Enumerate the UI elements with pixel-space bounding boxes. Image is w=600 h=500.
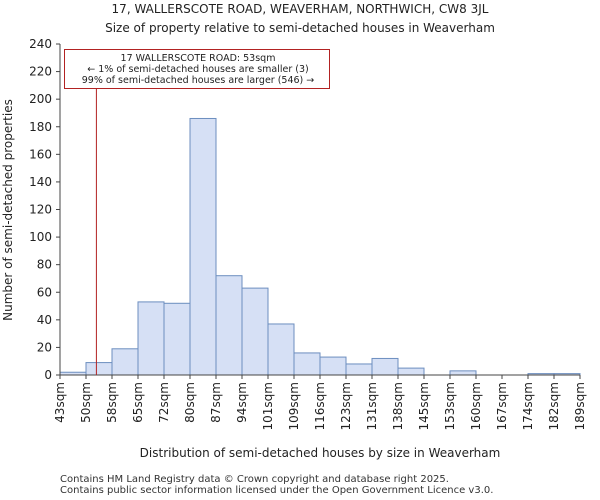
y-tick-label-100: 100 — [29, 230, 52, 244]
x-tick-label-13: 138sqm — [391, 382, 405, 430]
axes-layer: 0 20 40 60 80 100 120 140 160 180 200 220 240 43sqm 50… — [29, 37, 587, 430]
bar-2 — [111, 348, 139, 376]
y-tick-label-220: 220 — [29, 65, 52, 79]
bar-9 — [293, 352, 321, 376]
chart-title: 17, WALLERSCOTE ROAD, WEAVERHAM, NORTHWI… — [111, 2, 489, 16]
x-tick-label-17: 167sqm — [495, 382, 509, 430]
x-tick-label-9: 109sqm — [287, 382, 301, 430]
footer-line-1: Contains HM Land Registry data © Crown c… — [60, 474, 449, 485]
y-axis-label-text: Number of semi-detached properties — [1, 99, 15, 321]
bar-6 — [215, 275, 243, 376]
y-tick-label-20: 20 — [37, 340, 52, 354]
x-tick-label-7: 94sqm — [235, 382, 249, 423]
y-tick-label-180: 180 — [29, 120, 52, 134]
bar-13 — [397, 367, 425, 376]
x-tick-label-18: 174sqm — [521, 382, 535, 430]
bar-11 — [345, 363, 373, 376]
bar-3 — [137, 301, 165, 376]
x-tick-label-0: 43sqm — [53, 382, 67, 423]
bar-5 — [189, 117, 217, 376]
bar-4 — [163, 302, 191, 376]
bar-8 — [267, 323, 295, 376]
x-tick-label-11: 123sqm — [339, 382, 353, 430]
y-tick-label-60: 60 — [37, 285, 52, 299]
y-tick-label-240: 240 — [29, 37, 52, 51]
footer-line-2: Contains public sector information licen… — [60, 485, 494, 496]
bar-12 — [371, 357, 399, 376]
x-tick-label-20: 189sqm — [573, 382, 587, 430]
y-tick-label-80: 80 — [37, 258, 52, 272]
marker-annotation: 17 WALLERSCOTE ROAD: 53sqm ← 1% of semi-… — [64, 49, 330, 89]
bar-1 — [85, 362, 113, 376]
x-axis-label: Distribution of semi-detached houses by … — [139, 446, 501, 460]
x-tick-label-8: 101sqm — [261, 382, 275, 430]
y-tick-label-0: 0 — [44, 368, 52, 382]
y-tick-label-140: 140 — [29, 175, 52, 189]
x-tick-label-3: 65sqm — [131, 382, 145, 423]
x-tick-label-15: 153sqm — [443, 382, 457, 430]
x-tick-label-5: 80sqm — [183, 382, 197, 423]
x-tick-label-6: 87sqm — [209, 382, 223, 423]
x-tick-label-1: 50sqm — [79, 382, 93, 423]
marker-annotation-line-1: 17 WALLERSCOTE ROAD: 53sqm — [120, 53, 276, 64]
y-tick-label-160: 160 — [29, 147, 52, 161]
bar-7 — [241, 287, 269, 376]
x-tick-label-19: 182sqm — [547, 382, 561, 430]
y-tick-label-200: 200 — [29, 92, 52, 106]
chart-subtitle: Size of property relative to semi-detach… — [105, 21, 495, 35]
x-tick-label-12: 131sqm — [365, 382, 379, 430]
bar-15 — [449, 370, 477, 376]
y-tick-label-120: 120 — [29, 203, 52, 217]
bar-10 — [319, 356, 347, 376]
bars-layer — [59, 117, 581, 376]
x-tick-label-10: 116sqm — [313, 382, 327, 430]
x-tick-label-2: 58sqm — [105, 382, 119, 423]
marker-annotation-line-2: ← 1% of semi-detached houses are smaller… — [87, 64, 309, 75]
marker-annotation-line-3: 99% of semi-detached houses are larger (… — [81, 75, 315, 86]
y-tick-label-40: 40 — [37, 313, 52, 327]
x-tick-label-4: 72sqm — [157, 382, 171, 423]
x-tick-label-16: 160sqm — [469, 382, 483, 430]
x-tick-label-14: 145sqm — [417, 382, 431, 430]
